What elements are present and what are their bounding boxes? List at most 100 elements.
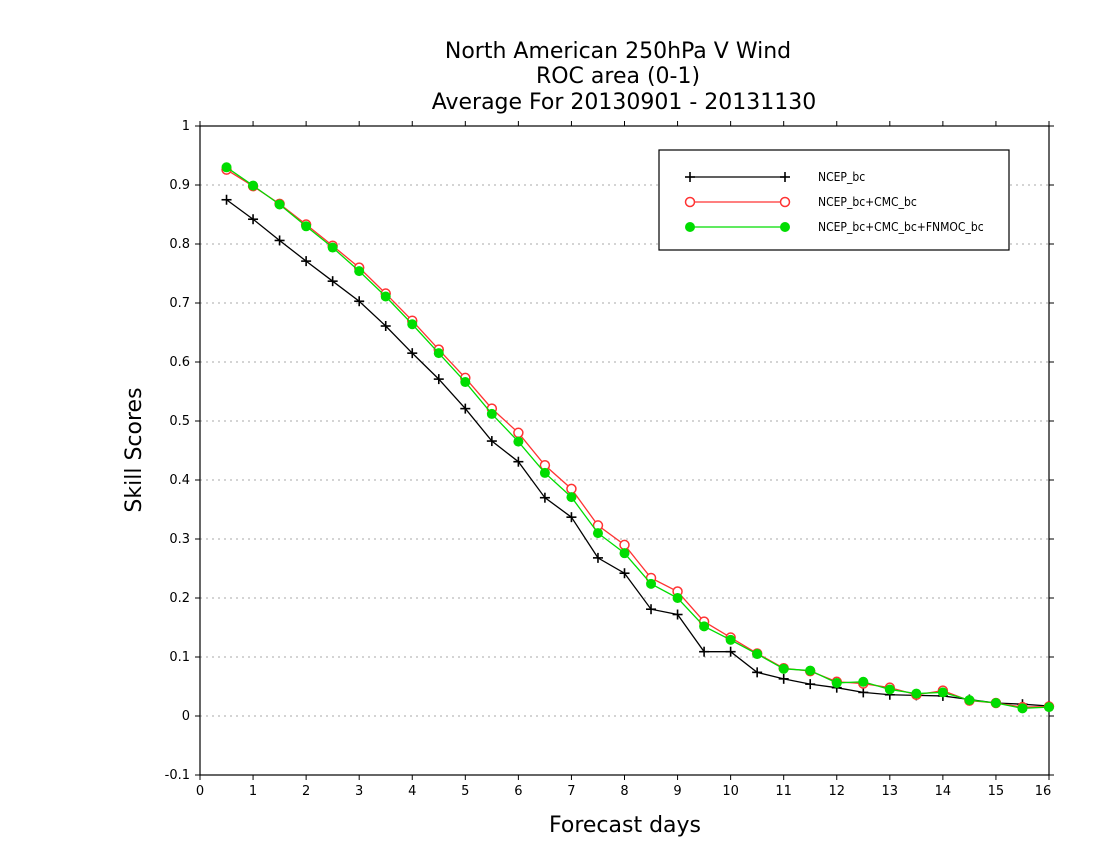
data-point [460, 377, 471, 388]
x-tick-label: 4 [408, 784, 416, 799]
legend-marker-start [684, 196, 696, 208]
gridlines [200, 184, 1049, 717]
legend-label: NCEP_bc+CMC_bc+FNMOC_bc [818, 220, 984, 234]
x-tick-label: 11 [775, 784, 792, 799]
data-point [646, 578, 657, 589]
chart-title-line-3: Average For 20130901 - 20131130 [432, 90, 817, 115]
data-point [460, 403, 471, 414]
y-tick-label: 0.2 [169, 591, 190, 606]
data-point [407, 348, 418, 359]
data-point [301, 221, 312, 232]
data-point [327, 276, 338, 287]
data-point [433, 374, 444, 385]
data-point [486, 408, 497, 419]
x-tick-label: 3 [355, 784, 363, 799]
data-point [725, 646, 736, 657]
x-tick-label: 14 [935, 784, 952, 799]
y-tick-label: 0.4 [169, 473, 190, 488]
data-point [752, 649, 763, 660]
data-point [248, 214, 259, 225]
x-tick-label: 9 [673, 784, 681, 799]
data-point [380, 291, 391, 302]
y-tick-label: 0 [182, 709, 190, 724]
axis-ticks: -0.100.10.20.30.40.50.60.70.80.910 1 2 3 4 5 6… [165, 119, 1054, 799]
x-tick-label: 6 [514, 784, 522, 799]
data-point [805, 679, 816, 690]
chart-title-line-2: ROC area (0-1) [536, 64, 700, 89]
data-point [513, 456, 524, 467]
chart-title: North American 250hPa V Wind ROC area (0… [432, 39, 817, 115]
legend-label: NCEP_bc+CMC_bc [818, 195, 917, 209]
x-tick-label: 5 [461, 784, 469, 799]
x-tick-label: 7 [567, 784, 575, 799]
data-point [513, 436, 524, 447]
legend-label: NCEP_bc [818, 170, 865, 184]
data-point [248, 180, 259, 191]
y-tick-label: 0.9 [169, 178, 190, 193]
y-tick-label: 0.8 [169, 237, 190, 252]
x-tick-label: 0 [196, 784, 204, 799]
x-tick-label: 10 [722, 784, 739, 799]
x-tick-label: 12 [828, 784, 845, 799]
data-point [884, 684, 895, 695]
data-point [433, 348, 444, 359]
data-point [911, 688, 922, 699]
data-point [990, 698, 1001, 709]
data-point [513, 427, 524, 439]
y-tick-label: 0.5 [169, 414, 190, 429]
legend-marker-start [685, 172, 695, 182]
data-point [407, 319, 418, 330]
data-point [592, 528, 603, 539]
series-line [226, 199, 1050, 707]
chart-title-line-1: North American 250hPa V Wind [445, 39, 791, 64]
data-point [778, 673, 789, 684]
x-axis-label: Forecast days [549, 813, 701, 838]
data-point [274, 199, 285, 210]
data-point [539, 492, 550, 503]
data-point [380, 321, 391, 332]
data-point [752, 667, 763, 678]
legend-marker-end [779, 196, 791, 208]
data-point [964, 695, 975, 706]
x-tick-label: 1 [249, 784, 257, 799]
data-point [327, 242, 338, 253]
data-point [566, 483, 577, 495]
legend-entry: NCEP_bc+CMC_bc [684, 195, 917, 209]
data-point [354, 266, 365, 277]
data-point [831, 677, 842, 688]
y-tick-label: 1 [182, 119, 190, 134]
y-tick-label: 0.1 [169, 650, 190, 665]
data-series [221, 162, 1055, 714]
x-tick-label: 13 [882, 784, 899, 799]
legend-marker-start [685, 222, 695, 232]
data-point [619, 548, 630, 559]
data-point [1017, 703, 1028, 714]
data-point [221, 162, 232, 173]
x-tick-label: 16 [1035, 784, 1052, 799]
data-point [858, 687, 869, 698]
data-point [566, 492, 577, 503]
legend-entry: NCEP_bc+CMC_bc+FNMOC_bc [685, 220, 984, 234]
data-point [672, 593, 683, 603]
data-point [619, 568, 630, 579]
data-point [301, 256, 312, 267]
data-point [486, 436, 497, 447]
data-point [274, 235, 285, 246]
data-point [858, 676, 869, 687]
legend-marker-end [780, 222, 790, 232]
y-axis-label: Skill Scores [122, 387, 147, 512]
data-point [699, 646, 710, 657]
data-point [619, 539, 630, 551]
data-point [646, 604, 657, 615]
x-tick-label: 8 [620, 784, 628, 799]
data-point [672, 609, 683, 620]
data-point [699, 621, 710, 632]
legend-box [658, 149, 1010, 251]
series-3 [221, 162, 1054, 714]
legend-marker-end [780, 172, 790, 182]
data-point [805, 665, 816, 676]
y-tick-label: 0.7 [169, 296, 190, 311]
legend-entry: NCEP_bc [685, 170, 865, 184]
data-point [539, 467, 550, 478]
